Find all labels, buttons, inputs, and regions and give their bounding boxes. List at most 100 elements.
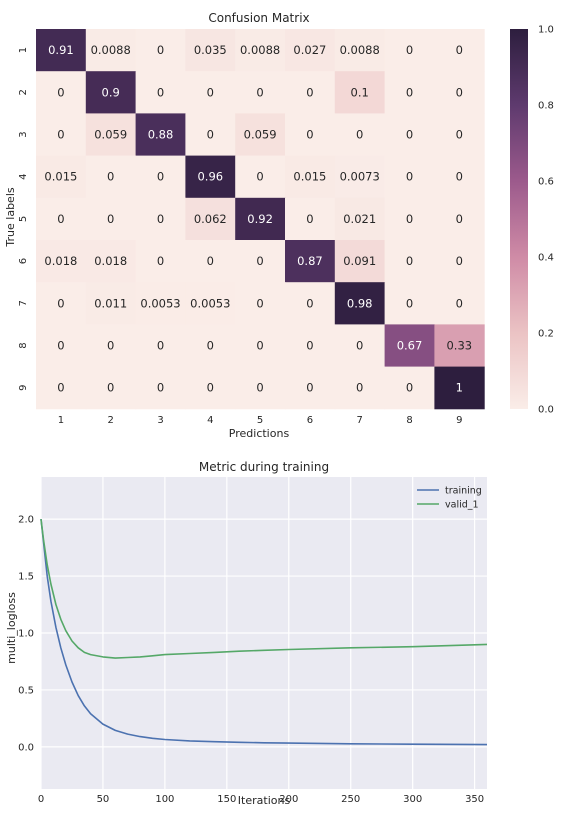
heatmap-cell [185, 324, 236, 368]
heatmap-cell-label: 0 [207, 339, 214, 353]
line-x-tick-label: 300 [403, 794, 422, 805]
heatmap-cell [285, 71, 336, 114]
heatmap-cell-label: 0.0053 [190, 296, 230, 310]
heatmap-cell [135, 240, 186, 283]
heatmap-cell [36, 29, 87, 72]
heatmap-cell [384, 324, 435, 368]
heatmap-y-tick-label: 3 [18, 131, 29, 137]
heatmap-cell [36, 324, 87, 368]
heatmap-x-ticks: 1 2 3 4 5 6 7 8 9 [58, 415, 463, 426]
heatmap-cell-label: 0 [406, 296, 413, 310]
heatmap-cell [135, 29, 186, 72]
heatmap-cell-label: 0.0053 [140, 296, 180, 310]
heatmap-cell-label: 0 [306, 128, 313, 142]
heatmap-cell-label: 0 [256, 85, 263, 99]
heatmap-cell-label: 0.059 [94, 128, 127, 142]
heatmap-cell [285, 29, 336, 72]
heatmap-cells: 0.91 0.0088 0 0.035 0.0088 0.027 0.0088 0 0 0 0.9 0… [36, 29, 485, 410]
training-metric-chart: Metric during training 0 50 100 150 200 250 30… [5, 460, 488, 807]
heatmap-x-tick-label: 9 [456, 415, 462, 426]
line-y-tick-label: 0.0 [18, 742, 34, 753]
heatmap-cell [334, 71, 386, 114]
heatmap-cell-label: 0.87 [297, 254, 323, 268]
heatmap-cell [334, 324, 386, 368]
heatmap-cell [36, 197, 87, 241]
heatmap-cell [185, 240, 236, 283]
heatmap-cell-label: 0 [107, 170, 114, 184]
heatmap-y-tick-label: 1 [18, 47, 29, 53]
heatmap-cell [85, 113, 137, 157]
heatmap-cell [434, 155, 485, 199]
heatmap-cell-label: 0 [57, 128, 64, 142]
heatmap-cell-label: 0.035 [194, 43, 227, 57]
heatmap-cell [135, 282, 186, 325]
heatmap-cell-label: 0 [406, 43, 413, 57]
heatmap-cell [434, 240, 485, 283]
heatmap-cell [235, 240, 286, 283]
heatmap-cell-label: 0.018 [94, 254, 127, 268]
heatmap-cell [334, 366, 386, 410]
heatmap-cell [185, 366, 236, 410]
heatmap-cell [36, 113, 87, 157]
colorbar-tick-label: 1.0 [538, 25, 554, 36]
series-line-valid_1 [40, 519, 488, 659]
line-y-tick-label: 1.0 [18, 629, 34, 640]
heatmap-cell [135, 71, 186, 114]
heatmap-cell-label: 0 [157, 381, 164, 395]
line-y-tick-label: 1.5 [18, 572, 34, 583]
heatmap-cell-label: 0 [157, 43, 164, 57]
heatmap-ylabel: True labels [4, 187, 17, 247]
heatmap-cell [235, 71, 286, 114]
heatmap-cell [185, 197, 236, 241]
heatmap-cell [135, 113, 186, 157]
heatmap-cell-label: 0 [406, 128, 413, 142]
heatmap-cell-label: 0 [107, 212, 114, 226]
heatmap-cell [334, 29, 386, 72]
heatmap-cell [384, 71, 435, 114]
heatmap-cell [135, 197, 186, 241]
heatmap-cell [235, 113, 286, 157]
heatmap-cell [235, 282, 286, 325]
heatmap-cell [235, 197, 286, 241]
line-x-ticks: 0 50 100 150 200 250 300 350 [38, 794, 484, 805]
heatmap-cell [285, 240, 336, 283]
heatmap-cell-label: 0 [256, 339, 263, 353]
heatmap-cell-label: 0.011 [94, 296, 127, 310]
heatmap-cell [135, 324, 186, 368]
heatmap-cell-label: 0.015 [44, 170, 77, 184]
heatmap-cell [185, 155, 236, 199]
heatmap-cell [384, 113, 435, 157]
heatmap-title: Confusion Matrix [208, 11, 309, 25]
heatmap-cell-label: 0.91 [48, 43, 74, 57]
heatmap-cell [434, 197, 485, 241]
heatmap-cell-label: 0 [406, 212, 413, 226]
heatmap-cell [334, 197, 386, 241]
heatmap-cell-label: 0.88 [148, 128, 174, 142]
heatmap-cell [434, 113, 485, 157]
heatmap-cell [434, 324, 485, 368]
line-ylabel: multi_logloss [5, 592, 18, 664]
heatmap-cell-label: 0 [406, 254, 413, 268]
heatmap-y-tick-label: 9 [18, 385, 29, 391]
heatmap-cell [85, 29, 137, 72]
heatmap-cell-label: 0 [157, 85, 164, 99]
heatmap-cell [235, 366, 286, 410]
heatmap-cell [85, 324, 137, 368]
heatmap-cell [36, 282, 87, 325]
heatmap-x-tick-label: 7 [357, 415, 363, 426]
heatmap-cell [384, 282, 435, 325]
heatmap-cell-label: 0.33 [446, 339, 472, 353]
legend-label: training [445, 486, 482, 497]
heatmap-cell-label: 0.1 [351, 85, 369, 99]
heatmap-cell-label: 0.96 [197, 170, 223, 184]
heatmap-cell-label: 0 [157, 254, 164, 268]
heatmap-cell [135, 155, 186, 199]
heatmap-cell-label: 0 [57, 212, 64, 226]
line-x-tick-label: 100 [155, 794, 174, 805]
heatmap-cell-label: 0 [406, 85, 413, 99]
heatmap-cell [135, 366, 186, 410]
series-lines [40, 519, 488, 746]
heatmap-cell [285, 324, 336, 368]
heatmap-cell [36, 366, 87, 410]
heatmap-cell [185, 71, 236, 114]
